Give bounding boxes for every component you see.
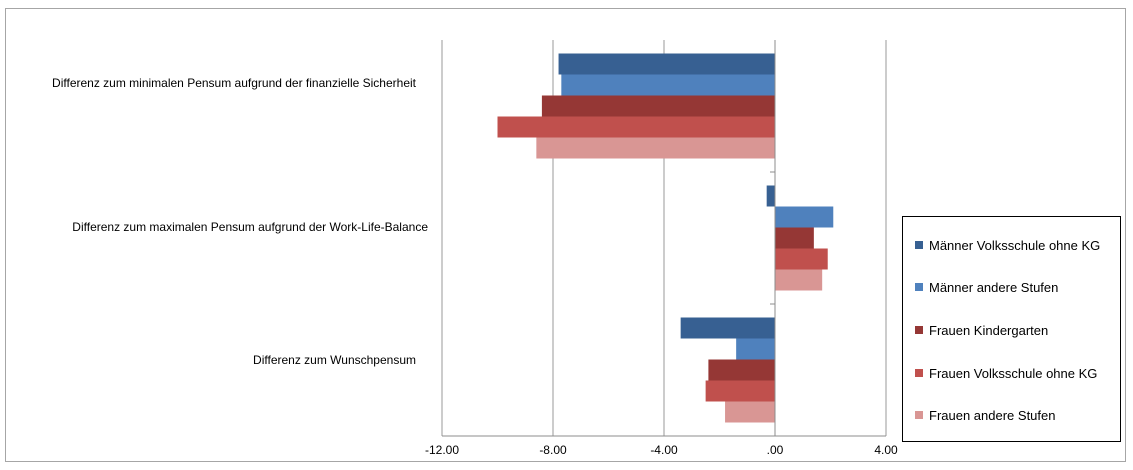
- bar-1-0: [766, 185, 775, 207]
- bar-2-3: [705, 380, 775, 402]
- bar-0-2: [541, 95, 775, 117]
- legend-label: Frauen andere Stufen: [929, 407, 1056, 423]
- bar-0-4: [536, 137, 775, 159]
- bar-2-4: [725, 401, 775, 423]
- legend-item-1: Männer andere Stufen: [915, 277, 1058, 297]
- category-label-1: Differenz zum maximalen Pensum aufgrund …: [72, 220, 428, 234]
- bar-1-4: [775, 269, 823, 291]
- legend-swatch: [915, 411, 923, 419]
- bar-1-2: [775, 227, 814, 249]
- legend-label: Frauen Volksschule ohne KG: [929, 365, 1098, 381]
- legend-item-4: Frauen andere Stufen: [915, 405, 1055, 425]
- legend-swatch: [915, 241, 923, 249]
- bar-0-3: [497, 116, 775, 138]
- x-tick-label-0: -12.00: [425, 443, 459, 457]
- bar-2-2: [708, 359, 775, 381]
- legend-swatch: [915, 283, 923, 291]
- bar-1-1: [775, 206, 834, 228]
- bar-2-0: [680, 317, 775, 339]
- category-label-0: Differenz zum minimalen Pensum aufgrund …: [52, 76, 416, 90]
- x-tick-label-1: -8.00: [539, 443, 567, 457]
- x-tick-label-4: 4.00: [874, 443, 898, 457]
- x-tick-label-3: .00: [767, 443, 784, 457]
- legend-item-2: Frauen Kindergarten: [915, 320, 1048, 340]
- legend-label: Männer andere Stufen: [929, 279, 1059, 295]
- chart-frame: -12.00 -8.00 -4.00 .00 4.00 Differenz zum mi…: [5, 8, 1126, 462]
- legend-item-3: Frauen Volksschule ohne KG: [915, 363, 1097, 383]
- bar-0-1: [561, 74, 775, 96]
- legend: Männer Volksschule ohne KG Männer andere…: [902, 216, 1121, 442]
- legend-label: Männer Volksschule ohne KG: [929, 237, 1101, 253]
- bar-1-3: [775, 248, 828, 270]
- legend-swatch: [915, 369, 923, 377]
- legend-swatch: [915, 326, 923, 334]
- category-label-2: Differenz zum Wunschpensum: [253, 353, 416, 367]
- bar-2-1: [736, 338, 775, 360]
- legend-label: Frauen Kindergarten: [929, 322, 1049, 338]
- bar-0-0: [558, 53, 775, 75]
- legend-item-0: Männer Volksschule ohne KG: [915, 235, 1100, 255]
- x-tick-label-2: -4.00: [650, 443, 678, 457]
- bar-chart: -12.00 -8.00 -4.00 .00 4.00: [425, 40, 898, 457]
